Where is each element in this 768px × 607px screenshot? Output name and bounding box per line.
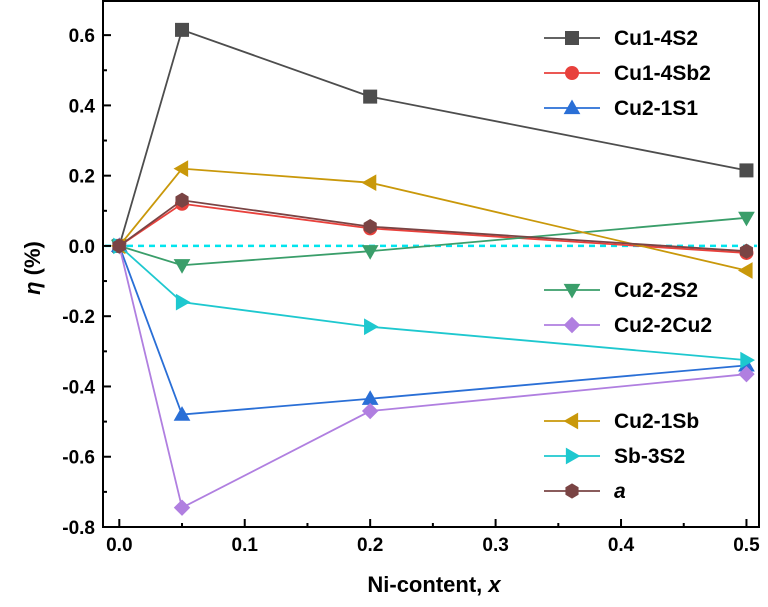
y-tick-label: 0.2 — [69, 167, 95, 188]
legend-label: Sb-3S2 — [614, 445, 685, 468]
legend-swatch-marker — [565, 66, 579, 80]
legend-group-middle-right: Cu2-2S2 Cu2-2Cu2 — [544, 279, 712, 337]
series-cu2-2s2 — [110, 211, 755, 274]
series-line-cu1-4sb2 — [118, 202, 747, 254]
legend-item-a: a — [544, 480, 626, 503]
data-point-cu1-4s2 — [363, 89, 378, 104]
legend-swatch-marker — [563, 316, 581, 334]
legend-label: Cu1-4Sb2 — [614, 62, 711, 85]
data-point-a — [112, 238, 126, 254]
x-tick-label: 0.0 — [106, 535, 132, 556]
series-line-cu2-2s2 — [119, 216, 747, 267]
legend-item-cu2-2cu2: Cu2-2Cu2 — [544, 314, 712, 337]
series-line-cu2-2cu2 — [118, 245, 747, 510]
legend-item-cu1-4sb2: Cu1-4Sb2 — [544, 62, 711, 85]
data-point-cu1-4s2 — [739, 163, 754, 178]
data-point-sb-3s2 — [740, 351, 755, 369]
legend-group-top-right: Cu1-4S2 Cu1-4Sb2 Cu2-1S1 — [544, 27, 711, 120]
data-point-a — [363, 219, 377, 235]
legend-item-cu2-1s1: Cu2-1S1 — [544, 97, 698, 120]
legend-group-bottom-right: Cu2-1Sb Sb-3S2 a — [544, 410, 699, 503]
legend-swatch-marker — [565, 447, 581, 465]
data-point-cu2-2cu2 — [173, 499, 191, 516]
y-tick-label: -0.4 — [62, 377, 95, 398]
data-point-cu2-1s1 — [173, 406, 191, 421]
legend-label: Cu1-4S2 — [614, 27, 698, 50]
y-tick-label: -0.6 — [62, 448, 95, 469]
x-tick-label: 0.2 — [357, 535, 383, 556]
x-tick-label: 0.1 — [232, 535, 259, 556]
data-point-cu2-2s2 — [361, 245, 379, 260]
legend-swatch-marker — [563, 283, 581, 299]
legend-item-cu2-1sb: Cu2-1Sb — [544, 410, 699, 433]
series-group — [110, 22, 755, 516]
x-axis-label: Ni-content, x — [367, 572, 501, 597]
legend-label: Cu2-2Cu2 — [614, 314, 712, 337]
data-point-cu2-2s2 — [173, 259, 191, 274]
data-point-cu2-1sb — [361, 174, 377, 192]
series-sb-3s2 — [113, 237, 755, 369]
series-line-cu2-1sb — [118, 167, 747, 272]
data-point-cu2-1sb — [173, 160, 189, 178]
y-axis-label: η (%) — [20, 241, 45, 295]
data-point-sb-3s2 — [364, 318, 379, 336]
series-cu1-4s2 — [112, 22, 754, 253]
legend-label: a — [614, 480, 626, 503]
data-point-a — [739, 243, 754, 259]
series-line-cu1-4s2 — [118, 28, 747, 247]
x-tick-label: 0.3 — [482, 535, 508, 556]
legend-label: Cu2-1S1 — [614, 97, 698, 120]
y-tick-label: 0.0 — [69, 237, 95, 258]
axes: 0.0 0.1 0.2 0.3 0.4 0.5 -0.8 -0.6 -0.4 -0.2 0.0 0.2… — [62, 0, 760, 556]
legend: Cu1-4S2Cu1-4Sb2Cu2-1S1Cu2-2S2Cu2-2Cu2Cu2… — [544, 27, 712, 503]
x-tick-label: 0.5 — [733, 535, 760, 556]
data-point-cu1-4s2 — [175, 22, 190, 37]
legend-label: Cu2-2S2 — [614, 279, 698, 302]
series-a — [112, 192, 754, 259]
series-line-a — [118, 199, 747, 253]
y-tick-label: -0.2 — [62, 307, 95, 328]
legend-swatch-marker — [563, 99, 581, 115]
y-tick-label: 0.6 — [69, 26, 95, 47]
legend-swatch-marker — [563, 412, 579, 430]
data-point-a — [175, 192, 189, 208]
y-tick-label: -0.8 — [62, 518, 95, 539]
legend-swatch-marker — [565, 483, 579, 499]
plot-frame — [102, 0, 760, 528]
data-point-sb-3s2 — [175, 293, 191, 311]
y-tick-label: 0.4 — [69, 96, 96, 117]
series-line-sb-3s2 — [118, 245, 747, 362]
data-point-cu2-2cu2 — [738, 365, 755, 383]
data-point-cu2-1sb — [737, 262, 753, 279]
data-point-cu2-2cu2 — [361, 402, 379, 420]
legend-swatch-marker — [565, 31, 579, 45]
legend-item-sb-3s2: Sb-3S2 — [544, 445, 685, 468]
legend-label: Cu2-1Sb — [614, 410, 699, 433]
data-point-cu2-2s2 — [738, 211, 755, 227]
x-tick-label: 0.4 — [608, 535, 635, 556]
legend-item-cu2-2s2: Cu2-2S2 — [544, 279, 698, 302]
series-line-cu2-1s1 — [118, 245, 747, 416]
series-cu2-1sb — [110, 160, 753, 279]
legend-item-cu1-4s2: Cu1-4S2 — [544, 27, 698, 50]
